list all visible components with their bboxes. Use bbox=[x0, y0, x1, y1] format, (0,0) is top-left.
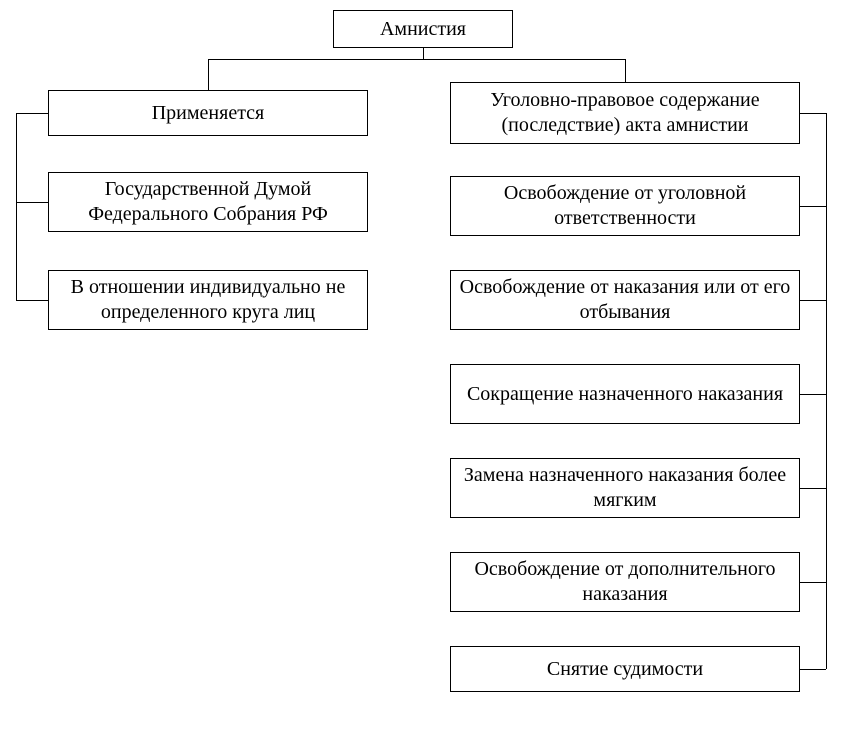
connector-v bbox=[625, 59, 626, 82]
diagram-canvas: Амнистия Применяется Государственной Думой… bbox=[0, 0, 842, 730]
root-node: Амнистия bbox=[333, 10, 513, 48]
connector-h bbox=[208, 59, 625, 60]
right-item-3: Замена назначенного наказания более мягк… bbox=[450, 458, 800, 518]
connector-h bbox=[800, 300, 826, 301]
left-item-0: Государственной Думой Федерального Собра… bbox=[48, 172, 368, 232]
right-item-4: Освобождение от дополнительного наказани… bbox=[450, 552, 800, 612]
right-header: Уголовно-правовое содержание (последстви… bbox=[450, 82, 800, 144]
connector-v bbox=[208, 59, 209, 90]
connector-h bbox=[800, 488, 826, 489]
connector-v bbox=[423, 48, 424, 59]
connector-v bbox=[16, 113, 17, 300]
right-item-0: Освобождение от уголовной ответственност… bbox=[450, 176, 800, 236]
connector-h bbox=[16, 300, 48, 301]
right-item-1: Освобождение от наказания или от его отб… bbox=[450, 270, 800, 330]
connector-v bbox=[826, 113, 827, 669]
connector-h bbox=[800, 206, 826, 207]
right-item-2: Сокращение назначенного наказания bbox=[450, 364, 800, 424]
left-header: Применяется bbox=[48, 90, 368, 136]
connector-h bbox=[800, 582, 826, 583]
left-item-1: В отношении индивидуально не определенно… bbox=[48, 270, 368, 330]
right-item-5: Снятие судимости bbox=[450, 646, 800, 692]
connector-h bbox=[800, 669, 826, 670]
connector-h bbox=[800, 113, 826, 114]
connector-h bbox=[800, 394, 826, 395]
connector-h bbox=[16, 113, 48, 114]
connector-h bbox=[16, 202, 48, 203]
